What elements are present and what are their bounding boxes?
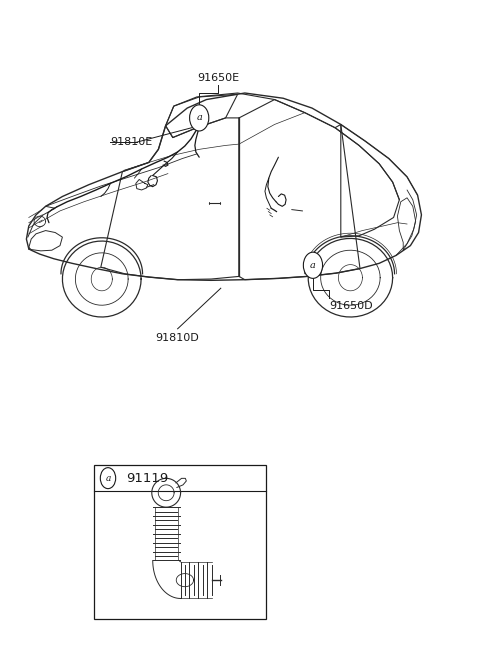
Circle shape [100,468,116,489]
Text: a: a [310,261,316,270]
Text: a: a [196,113,202,122]
Circle shape [190,105,209,131]
Circle shape [303,252,323,278]
Text: a: a [105,474,111,483]
Text: 91119: 91119 [126,472,168,485]
FancyBboxPatch shape [94,465,266,619]
Text: 91810E: 91810E [110,137,153,147]
Text: 91810D: 91810D [156,333,200,343]
Text: 91650D: 91650D [329,301,372,311]
Text: 91650E: 91650E [197,73,240,83]
